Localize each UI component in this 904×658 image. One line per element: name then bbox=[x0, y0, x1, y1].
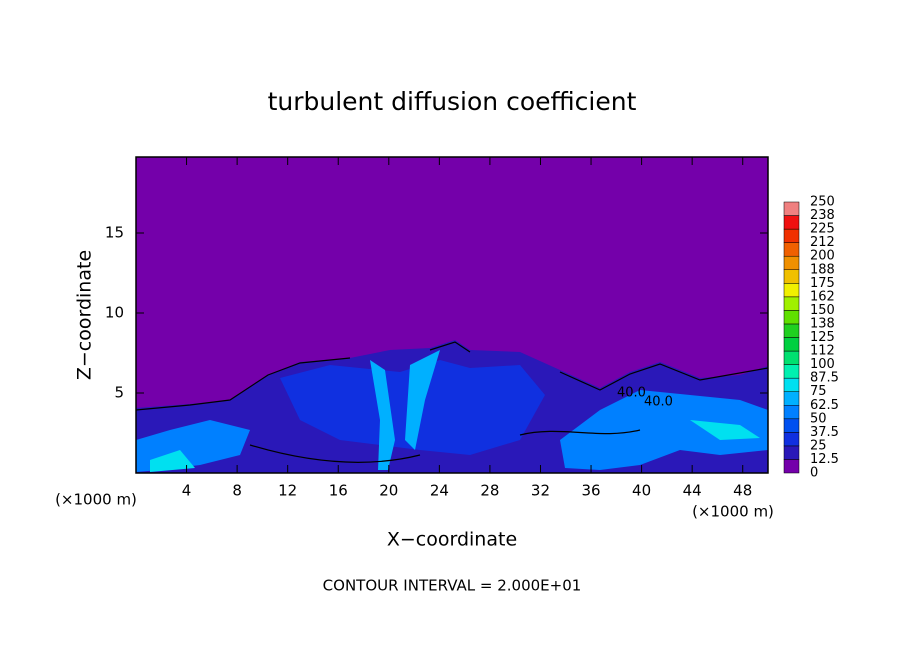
field bbox=[135, 157, 769, 473]
colorbar-label: 162 bbox=[810, 289, 835, 304]
colorbar-segment bbox=[783, 269, 800, 284]
y-tick-label: 5 bbox=[114, 384, 124, 402]
colorbar-label: 150 bbox=[810, 303, 835, 318]
colorbar-segment bbox=[783, 459, 800, 474]
contour-label: 40.0 bbox=[644, 395, 673, 410]
colorbar-label: 175 bbox=[810, 276, 835, 291]
colorbar-label: 100 bbox=[810, 357, 835, 372]
x-tick-label: 20 bbox=[379, 482, 398, 500]
colorbar-segment bbox=[783, 228, 800, 243]
colorbar-label: 250 bbox=[810, 195, 835, 210]
colorbar-label: 25 bbox=[810, 438, 827, 453]
x-tick-label: 28 bbox=[480, 482, 499, 500]
colorbar-segment bbox=[783, 364, 800, 379]
plot-frame bbox=[135, 156, 769, 474]
colorbar-label: 112 bbox=[810, 344, 835, 359]
x-tick-label: 32 bbox=[531, 482, 550, 500]
colorbar-segment bbox=[783, 310, 800, 325]
colorbar-segment bbox=[783, 377, 800, 392]
colorbar-label: 200 bbox=[810, 249, 835, 264]
field-region bbox=[370, 350, 440, 470]
x-axis-label: X−coordinate bbox=[387, 529, 517, 551]
x-tick-label: 48 bbox=[733, 482, 752, 500]
colorbar-label: 12.5 bbox=[810, 452, 839, 467]
colorbar-segment bbox=[783, 215, 800, 230]
x-unit-label: (×1000 m) bbox=[692, 503, 774, 521]
x-tick-label: 40 bbox=[632, 482, 651, 500]
field-region bbox=[560, 390, 768, 470]
footnote: CONTOUR INTERVAL = 2.000E+01 bbox=[323, 577, 582, 595]
colorbar-segment bbox=[783, 283, 800, 298]
y-tick-label: 10 bbox=[105, 304, 124, 322]
x-tick-label: 44 bbox=[683, 482, 702, 500]
y-tick-label: 15 bbox=[105, 224, 124, 242]
colorbar-segment bbox=[783, 391, 800, 406]
colorbar-label: 62.5 bbox=[810, 398, 839, 413]
field-region bbox=[150, 420, 760, 472]
colorbar-segment bbox=[783, 337, 800, 352]
colorbar-label: 188 bbox=[810, 262, 835, 277]
colorbar-label: 238 bbox=[810, 208, 835, 223]
colorbar-segment bbox=[783, 201, 800, 216]
x-tick-label: 12 bbox=[278, 482, 297, 500]
colorbar-label: 0 bbox=[810, 466, 818, 481]
contour-label: 40.0 bbox=[617, 386, 646, 401]
colorbar-label: 87.5 bbox=[810, 371, 839, 386]
y-axis-label: Z−coordinate bbox=[74, 250, 96, 380]
x-tick-label: 24 bbox=[430, 482, 449, 500]
colorbar-segment bbox=[783, 432, 800, 447]
x-tick-label: 16 bbox=[329, 482, 348, 500]
colorbar-label: 225 bbox=[810, 222, 835, 237]
x-tick-label: 36 bbox=[581, 482, 600, 500]
colorbar-segment bbox=[783, 242, 800, 257]
colorbar-segment bbox=[783, 418, 800, 433]
colorbar-segment bbox=[783, 255, 800, 271]
x-tick-label: 4 bbox=[182, 482, 192, 500]
contour-line bbox=[135, 341, 769, 411]
colorbar-label: 125 bbox=[810, 330, 835, 345]
colorbar-segment bbox=[783, 296, 800, 311]
colorbar-label: 212 bbox=[810, 235, 835, 250]
colorbar-label: 50 bbox=[810, 411, 827, 426]
x-tick-label: 8 bbox=[232, 482, 242, 500]
colorbar-segment bbox=[783, 350, 800, 365]
colorbar-label: 75 bbox=[810, 384, 827, 399]
contour-line bbox=[249, 429, 641, 464]
colorbar-segment bbox=[783, 405, 800, 420]
colorbar-segment bbox=[783, 445, 800, 460]
colorbar-label: 138 bbox=[810, 316, 835, 331]
chart-title: turbulent diffusion coefficient bbox=[268, 87, 637, 116]
colorbar-segment bbox=[783, 323, 800, 338]
y-unit-label: (×1000 m) bbox=[55, 491, 137, 509]
colorbar-label: 37.5 bbox=[810, 425, 839, 440]
